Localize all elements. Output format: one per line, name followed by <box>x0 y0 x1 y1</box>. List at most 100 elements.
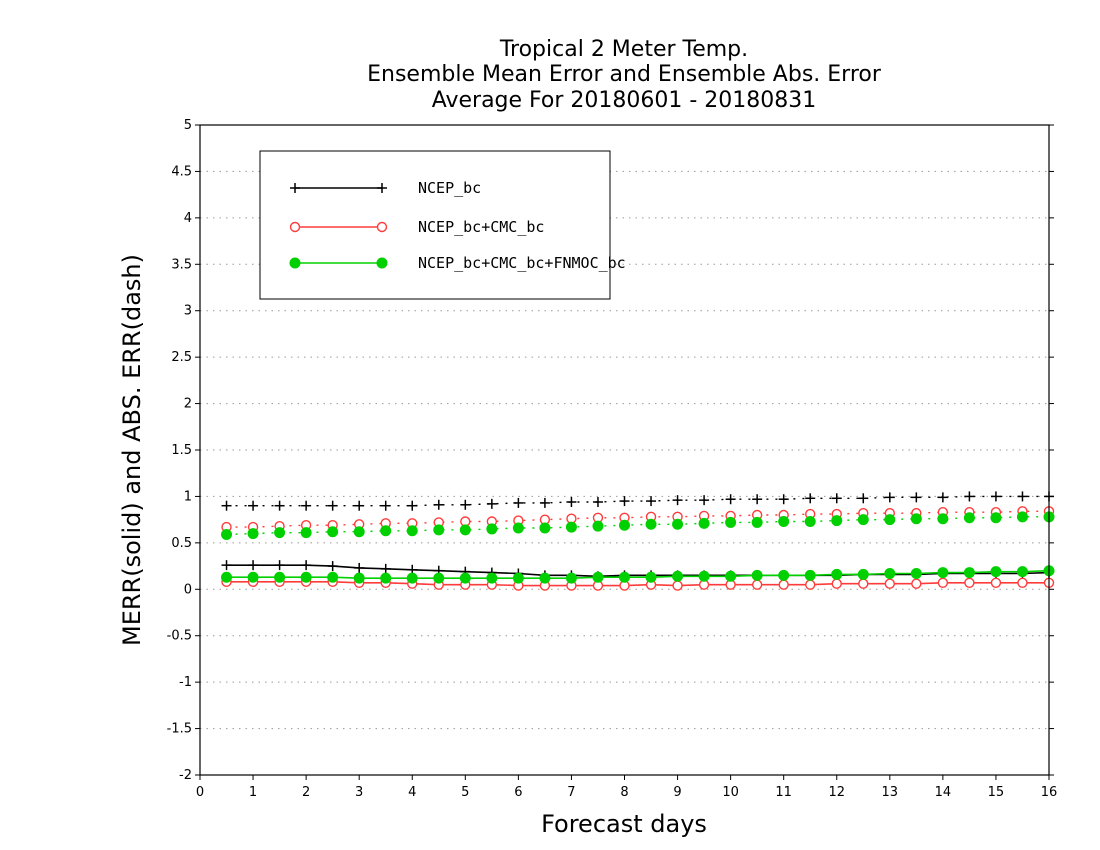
legend-marker <box>289 221 301 233</box>
point-solid <box>300 571 312 583</box>
series-dash-line <box>226 495 1049 507</box>
point-dash <box>937 513 949 525</box>
legend-marker <box>376 257 388 269</box>
y-tick-label: 2.5 <box>171 350 192 365</box>
point-solid <box>964 577 975 588</box>
point-dash <box>831 493 842 504</box>
point-dash <box>752 494 763 505</box>
point-solid <box>911 578 922 589</box>
y-tick-label: -2 <box>179 768 192 783</box>
point-solid <box>221 571 233 583</box>
point-dash <box>672 518 684 530</box>
legend-label: NCEP_bc <box>418 179 481 197</box>
point-solid <box>672 580 683 591</box>
x-tick-label: 11 <box>775 785 792 800</box>
point-dash <box>1017 491 1028 502</box>
point-dash <box>301 500 312 511</box>
point-solid <box>327 571 339 583</box>
point-dash <box>699 495 710 506</box>
point-solid <box>353 572 365 584</box>
y-tick-label: 1.5 <box>171 443 192 458</box>
point-solid <box>1017 577 1028 588</box>
x-tick-label: 12 <box>828 785 845 800</box>
point-dash <box>698 517 710 529</box>
point-solid <box>248 560 259 571</box>
x-tick-label: 7 <box>567 785 575 800</box>
title-line-3: Average For 20180601 - 20180831 <box>432 88 817 113</box>
y-tick-label: -0.5 <box>167 629 192 644</box>
y-tick-label: -1 <box>179 675 192 690</box>
y-tick-label: 1 <box>184 489 192 504</box>
y-axis-label: MERR(solid) and ABS. ERR(dash) <box>118 254 146 646</box>
point-solid <box>274 560 285 571</box>
point-solid <box>592 571 604 583</box>
point-dash <box>300 527 312 539</box>
x-axis-ticks: 0 1 2 3 4 5 6 7 8 9 10 11 12 13 14 15 16 <box>196 775 1057 800</box>
series-solid-line <box>226 564 1050 578</box>
legend-entry-1: NCEP_bc+CMC_bc <box>289 218 544 236</box>
point-dash <box>592 520 604 532</box>
legend-marker <box>376 221 388 233</box>
point-dash <box>248 500 259 511</box>
point-solid <box>751 569 763 581</box>
series-solid-line <box>226 581 1049 587</box>
point-solid <box>247 571 259 583</box>
x-tick-label: 10 <box>722 785 739 800</box>
point-solid <box>512 572 524 584</box>
series-dash-line <box>226 516 1049 536</box>
point-solid <box>858 578 869 589</box>
legend-entry-0: NCEP_bc <box>290 179 481 197</box>
point-solid <box>433 572 445 584</box>
point-dash <box>725 516 737 528</box>
point-dash <box>565 521 577 533</box>
point-solid <box>380 572 392 584</box>
point-solid <box>645 571 657 583</box>
point-dash <box>937 492 948 503</box>
point-solid <box>698 570 710 582</box>
point-dash <box>646 496 657 507</box>
point-dash <box>406 525 418 537</box>
point-dash <box>327 500 338 511</box>
x-tick-label: 5 <box>461 785 469 800</box>
point-solid <box>831 568 843 580</box>
point-dash <box>963 512 975 524</box>
point-dash <box>804 516 816 527</box>
legend-box <box>259 150 611 300</box>
point-dash <box>486 523 498 535</box>
x-tick-label: 4 <box>408 785 416 800</box>
point-dash <box>990 491 1001 502</box>
point-dash <box>672 495 683 506</box>
legend-label: NCEP_bc+CMC_bc+FNMOC_bc <box>418 254 626 272</box>
y-tick-label: 0.5 <box>171 536 192 551</box>
point-solid <box>406 572 418 584</box>
point-dash <box>380 525 392 537</box>
legend: NCEP_bc NCEP_bc+CMC_bc NCEP_bc+CMC_bc+FNMO… <box>259 150 626 300</box>
point-solid <box>565 572 577 584</box>
y-tick-label: 3.5 <box>171 257 192 272</box>
x-tick-label: 9 <box>673 785 681 800</box>
plot-frame <box>199 124 1050 776</box>
x-tick-label: 0 <box>196 785 204 800</box>
point-solid <box>831 578 842 589</box>
y-tick-label: 4 <box>184 211 192 226</box>
point-dash <box>486 498 497 509</box>
point-dash <box>884 492 895 503</box>
point-solid <box>380 563 391 574</box>
point-dash <box>433 524 445 536</box>
point-dash <box>964 491 975 502</box>
point-dash <box>1016 511 1028 523</box>
point-dash <box>354 500 365 511</box>
point-solid <box>327 561 338 572</box>
point-dash <box>513 497 524 508</box>
y-tick-label: 3 <box>184 304 192 319</box>
series-dash-line <box>226 510 1049 528</box>
y-tick-label: 4.5 <box>171 164 192 179</box>
point-solid <box>963 567 975 579</box>
point-dash <box>459 524 471 536</box>
point-solid <box>778 579 789 590</box>
legend-marker <box>377 183 387 193</box>
point-dash <box>327 526 339 538</box>
point-dash <box>592 497 603 507</box>
point-dash <box>433 499 444 510</box>
